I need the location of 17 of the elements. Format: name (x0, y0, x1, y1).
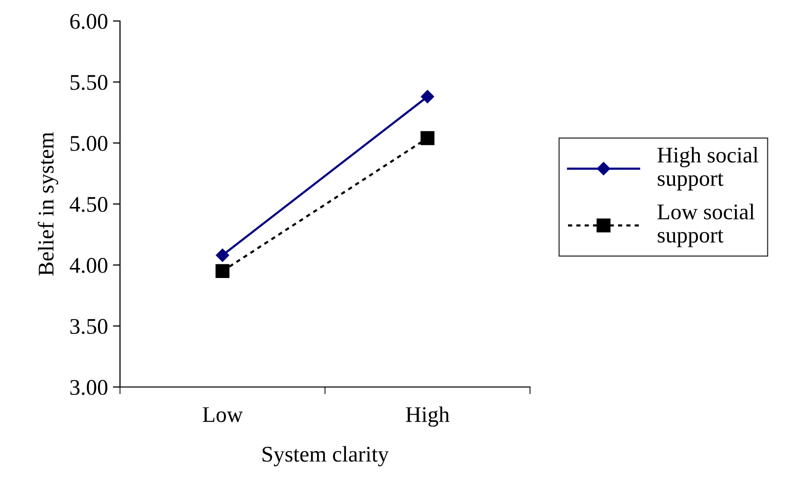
y-tick-label: 5.50 (70, 74, 108, 90)
x-axis-title: System clarity (262, 446, 389, 466)
point (216, 264, 230, 278)
legend-label: Low social support (658, 204, 755, 248)
x-tick-label: High (406, 406, 450, 427)
y-tick-label: 4.00 (70, 258, 108, 274)
point (216, 248, 230, 262)
point (420, 131, 434, 146)
y-axis-title: Belief in system (38, 132, 58, 276)
point (420, 90, 434, 104)
y-tick-label: 3.50 (70, 318, 108, 334)
y-tick-label: 6.00 (70, 14, 108, 30)
y-tick-label: 5.00 (70, 136, 108, 152)
legend-label: High social support (658, 147, 758, 190)
y-tick-label: 4.50 (70, 196, 108, 212)
y-tick-label: 3.00 (70, 380, 108, 396)
x-tick-label: Low (202, 407, 243, 422)
